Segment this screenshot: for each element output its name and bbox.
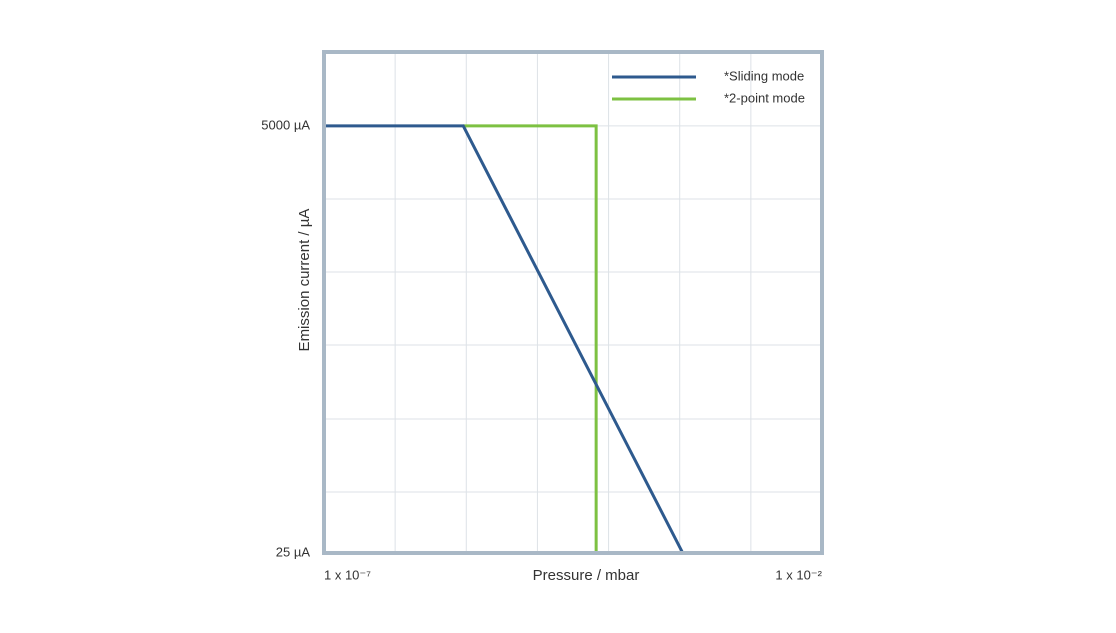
data-line	[463, 124, 822, 555]
y-tick-label: 25 µA	[276, 544, 311, 559]
x-tick-label: 1 x 10⁻²	[775, 567, 822, 582]
y-axis-label: Emission current / µA	[296, 209, 313, 352]
x-axis-label: Pressure / mbar	[533, 567, 640, 584]
data-line	[324, 124, 822, 555]
x-tick-label: 1 x 10⁻⁷	[324, 567, 371, 582]
plot-frame	[322, 50, 824, 555]
legend-label: *Sliding mode	[724, 68, 804, 83]
y-tick-label: 5000 µA	[261, 117, 310, 132]
legend-label: *2-point mode	[724, 90, 805, 105]
